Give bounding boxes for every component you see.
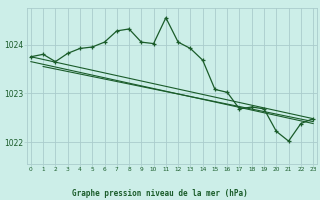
Text: Graphe pression niveau de la mer (hPa): Graphe pression niveau de la mer (hPa) — [72, 189, 248, 198]
